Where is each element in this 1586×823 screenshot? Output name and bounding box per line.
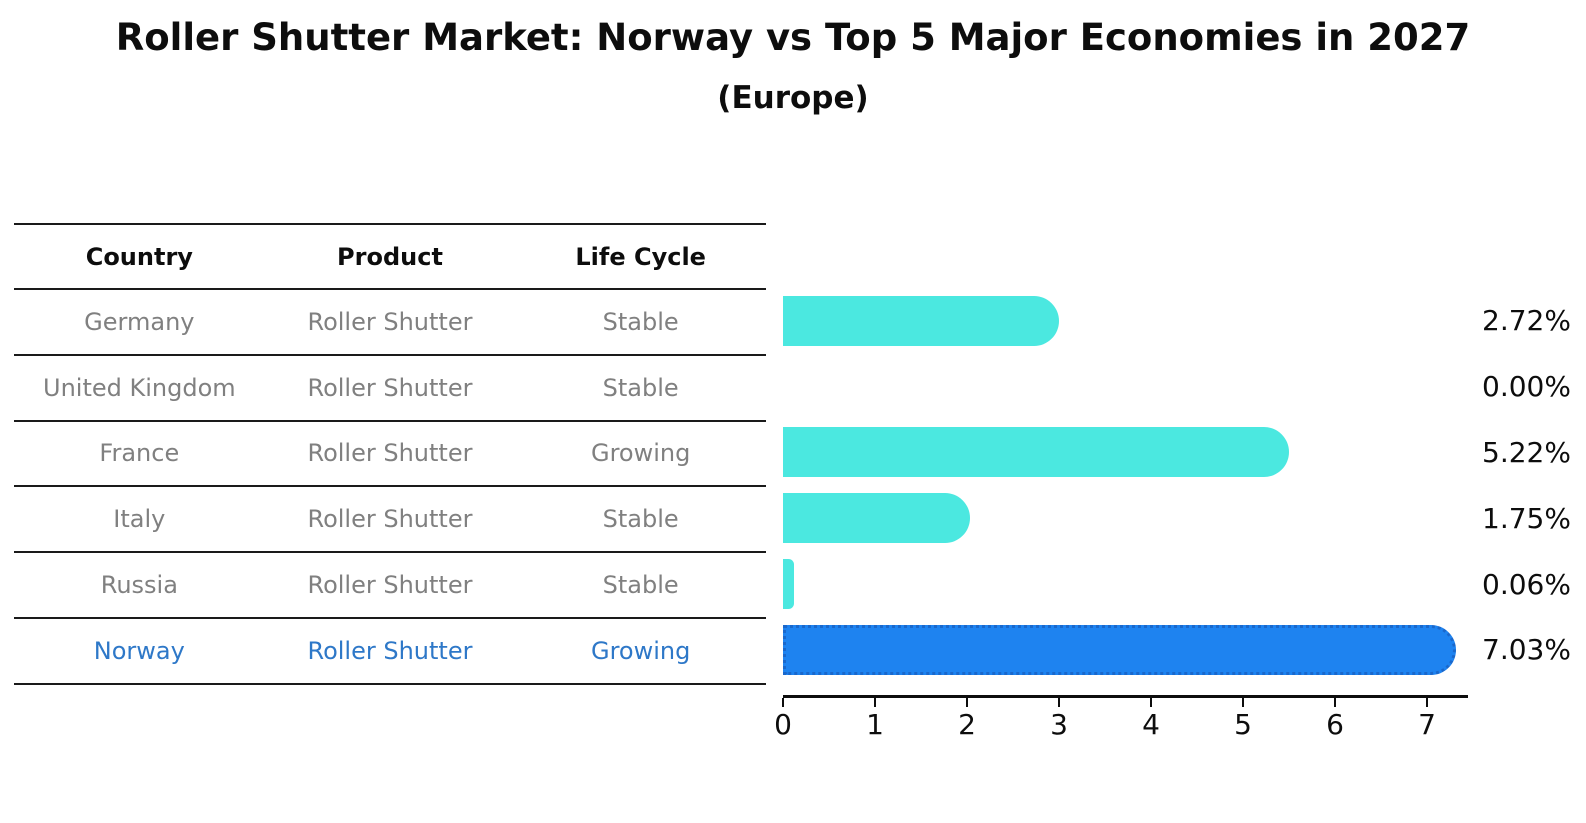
bar-france	[783, 427, 1290, 478]
x-axis-tick-mark	[1334, 698, 1336, 707]
table-cell-country: France	[99, 439, 180, 468]
table-cell-country: Italy	[113, 505, 166, 534]
table-cell-life-cycle: Stable	[602, 307, 679, 336]
x-axis-tick-mark	[1058, 698, 1060, 707]
x-axis-tick-mark	[782, 698, 784, 707]
x-axis-tick-mark	[1150, 698, 1152, 707]
x-axis-tick-label: 1	[866, 708, 884, 741]
table-cell-product: Roller Shutter	[307, 373, 473, 402]
value-label: 0.00%	[1482, 370, 1571, 404]
bar-row	[783, 617, 1483, 683]
table-row: Italy Roller Shutter Stable	[14, 487, 766, 554]
table-cell-product: Roller Shutter	[307, 439, 473, 468]
bar-row	[783, 420, 1483, 486]
x-axis-tick-label: 3	[1050, 708, 1068, 741]
value-label: 1.75%	[1482, 501, 1571, 535]
value-label: 7.03%	[1482, 633, 1571, 667]
column-header-product: Product	[337, 242, 443, 271]
x-axis-tick-label: 7	[1418, 708, 1436, 741]
bar-germany	[783, 295, 1060, 346]
x-axis-tick-label: 0	[774, 708, 792, 741]
x-axis-line	[783, 695, 1468, 698]
country-table: Country Product Life Cycle Germany Roller…	[14, 223, 766, 685]
bar-row	[783, 288, 1483, 354]
table-row: Russia Roller Shutter Stable	[14, 553, 766, 619]
table-cell-life-cycle: Stable	[602, 505, 679, 534]
x-axis-tick-label: 4	[1142, 708, 1160, 741]
chart-title: Roller Shutter Market: Norway vs Top 5 M…	[115, 16, 1471, 59]
table-cell-life-cycle: Growing	[590, 636, 691, 665]
table-cell-product: Roller Shutter	[307, 505, 473, 534]
value-label-column: 2.72% 0.00% 5.22% 1.75% 0.06% 7.03%	[1482, 288, 1586, 683]
table-cell-country: Germany	[84, 307, 195, 336]
bar-italy	[783, 493, 970, 544]
table-cell-country: United Kingdom	[43, 373, 236, 402]
x-axis-tick-mark	[1242, 698, 1244, 707]
bar-russia	[783, 559, 795, 610]
table-cell-country: Russia	[100, 571, 178, 600]
table-header-row: Country Product Life Cycle	[14, 223, 766, 290]
table-row: Norway Roller Shutter Growing	[14, 619, 766, 685]
value-label: 0.06%	[1482, 567, 1571, 601]
bar-plot-area	[783, 288, 1483, 683]
bar-row	[783, 354, 1483, 420]
x-axis-tick-label: 2	[958, 708, 976, 741]
table-row: United Kingdom Roller Shutter Stable	[14, 356, 766, 422]
x-axis-tick-mark	[874, 698, 876, 707]
column-header-life-cycle: Life Cycle	[575, 242, 706, 271]
table-body: Germany Roller Shutter Stable United Kingdo…	[14, 290, 766, 685]
table-cell-product: Roller Shutter	[307, 571, 473, 600]
bar-norway	[783, 624, 1456, 675]
x-axis-tick-mark	[966, 698, 968, 707]
x-axis-tick-label: 5	[1234, 708, 1252, 741]
table-row: Germany Roller Shutter Stable	[14, 290, 766, 356]
table-cell-product: Roller Shutter	[307, 307, 473, 336]
bar-row	[783, 485, 1483, 551]
column-header-country: Country	[85, 242, 193, 271]
x-axis-tick-mark	[1426, 698, 1428, 707]
value-label: 5.22%	[1482, 435, 1571, 469]
table-cell-life-cycle: Stable	[602, 571, 679, 600]
chart-subtitle: (Europe)	[717, 80, 869, 116]
table-cell-country: Norway	[93, 636, 185, 665]
table-cell-life-cycle: Stable	[602, 373, 679, 402]
table-row: France Roller Shutter Growing	[14, 422, 766, 488]
table-cell-product: Roller Shutter	[307, 636, 473, 665]
x-axis-tick-label: 6	[1326, 708, 1344, 741]
value-label: 2.72%	[1482, 304, 1571, 338]
bar-row	[783, 551, 1483, 617]
table-cell-life-cycle: Growing	[590, 439, 691, 468]
